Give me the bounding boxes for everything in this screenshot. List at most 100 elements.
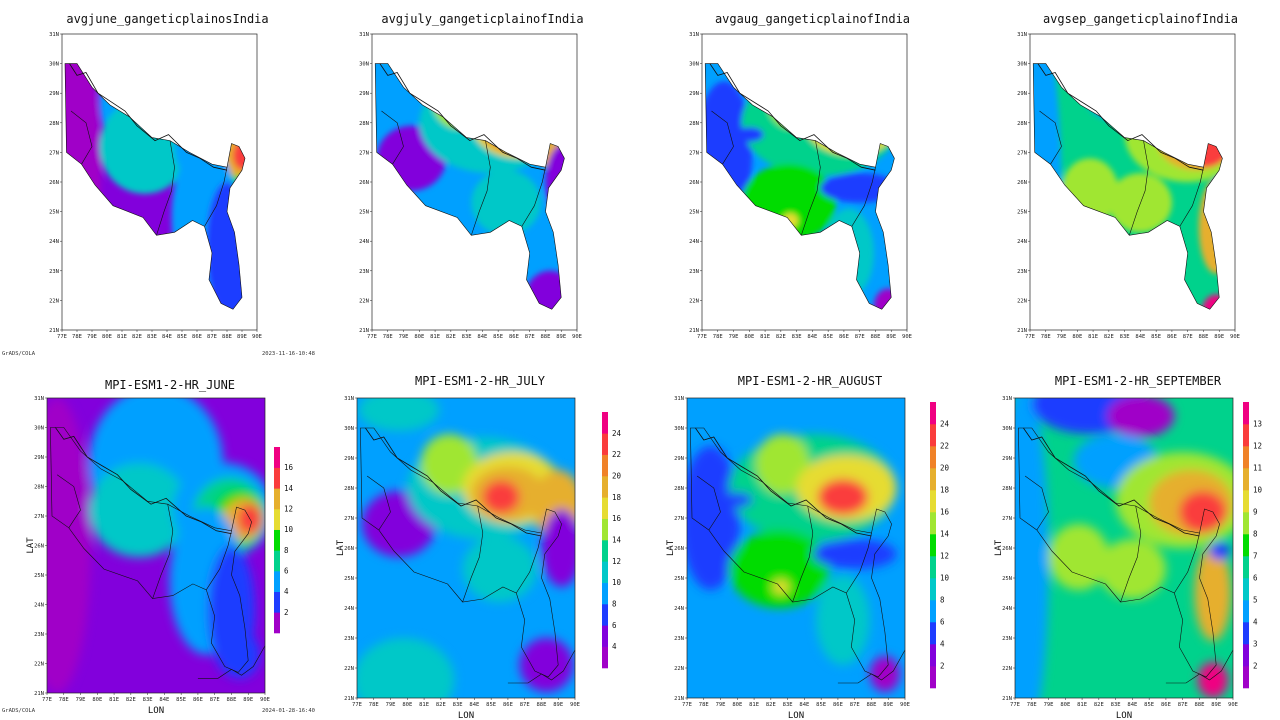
lat-tick-label: 29N [49,91,59,97]
colorbar-segment [930,578,936,601]
lon-tick-label: 83E [783,702,793,708]
lon-tick-label: 84E [807,334,817,340]
colorbar-sep: 2 3 4 5 6 7 8 9 10 11 12 13 [1243,402,1263,689]
colorbar-label: 12 [284,505,293,514]
colorbar-segment [1243,644,1249,667]
colorbar-label: 14 [940,530,950,539]
lon-tick-label: 79E [399,334,409,340]
lon-tick-label: 83E [1120,334,1130,340]
colorbar-segment [602,454,608,477]
y-axis-label: LAT [336,539,346,556]
lon-tick-label: 77E [697,334,707,340]
lon-tick-label: 85E [1144,702,1154,708]
map-plot: 77E 78E 79E 80E 81E 82E 83E 84E 85E 86E 87E 88E 89E 9… [359,32,582,340]
lat-tick-label: 25N [1002,576,1012,582]
lon-tick-label: 81E [760,334,770,340]
lat-tick-label: 24N [359,239,369,245]
lon-tick-label: 89E [886,334,896,340]
map-title: MPI-ESM1-2-HR_AUGUST [737,374,883,388]
colorbar-segment [274,509,280,530]
colorbar-segment [1243,534,1249,557]
lat-tick-label: 29N [359,91,369,97]
lat-tick-label: 31N [359,32,369,38]
lon-tick-label: 82E [766,702,776,708]
lat-tick-label: 26N [344,546,354,552]
colorbar-segment [930,446,936,469]
lon-tick-label: 83E [453,702,463,708]
colorbar-segment [930,556,936,579]
lon-tick-label: 84E [1127,702,1137,708]
lon-tick-label: 85E [1151,334,1161,340]
lon-tick-label: 88E [536,702,546,708]
lat-tick-label: 22N [1017,298,1027,304]
lat-tick-label: 25N [359,210,369,216]
lon-tick-label: 86E [503,702,513,708]
bottom-map-july: MPI-ESM1-2-HR_JULY 77E 78E 79E 80E 81E 82E 83E… [335,374,605,720]
colorbar-label: 16 [284,463,294,472]
lon-tick-label: 77E [57,334,67,340]
colorbar-segment [602,476,608,498]
colorbar-label: 12 [612,557,621,566]
colorbar-label: 6 [940,618,945,627]
lon-tick-label: 87E [1183,334,1193,340]
lon-tick-label: 78E [1041,334,1051,340]
colorbar-label: 2 [284,608,289,617]
map-title: avgjune_gangeticplainosIndia [66,12,269,26]
colorbar-label: 13 [1253,420,1262,429]
lon-tick-label: 87E [210,697,220,703]
lon-tick-label: 79E [87,334,97,340]
lat-tick-label: 27N [359,150,369,156]
lon-tick-label: 80E [744,334,754,340]
lat-tick-label: 24N [689,239,699,245]
lon-tick-label: 87E [520,702,530,708]
lon-tick-label: 86E [833,702,843,708]
lon-tick-label: 82E [436,702,446,708]
lon-tick-label: 81E [430,334,440,340]
lat-tick-label: 26N [689,180,699,186]
lat-tick-label: 27N [689,150,699,156]
colorbar-segment [930,424,936,447]
map-plot: 77E 78E 79E 80E 81E 82E 83E 84E 85E 86E 87E 88E 89E 9… [666,396,910,720]
map-title: avgaug_gangeticplainofIndia [714,12,911,26]
lat-tick-label: 24N [49,239,59,245]
lon-tick-label: 80E [1060,702,1070,708]
lat-tick-label: 26N [674,546,684,552]
lat-tick-label: 29N [674,456,684,462]
map-plot: 77E 78E 79E 80E 81E 82E 83E 84E 85E 86E 87E 88E 89E 9… [689,32,912,340]
colorbar-label: 20 [940,464,950,473]
colorbar-label: 16 [940,508,950,517]
top-map-june: avgjune_gangeticplainosIndia 77E 78E 79E 80… [40,10,275,345]
colorbar-segment [1243,556,1249,579]
lon-tick-label: 90E [1228,702,1238,708]
colorbar-label: 8 [1253,530,1258,539]
lat-tick-label: 26N [359,180,369,186]
colorbar-segment [930,600,936,623]
colorbar-segment [1243,490,1249,513]
colorbar-segment [930,468,936,491]
lon-tick-label: 83E [792,334,802,340]
colorbar-label: 10 [1253,486,1263,495]
colorbar-segment [602,646,608,669]
colorbar-segment [930,512,936,535]
colorbar-segment [602,561,608,583]
lon-tick-label: 81E [117,334,127,340]
lat-tick-label: 28N [344,486,354,492]
lon-tick-label: 84E [162,334,172,340]
lat-tick-label: 22N [49,298,59,304]
lon-tick-label: 85E [486,702,496,708]
x-axis-label: LON [1116,711,1132,720]
lat-tick-label: 23N [49,269,59,275]
lat-tick-label: 30N [674,426,684,432]
lat-tick-label: 28N [674,486,684,492]
lat-tick-label: 23N [674,636,684,642]
lon-tick-label: 90E [260,697,270,703]
lon-tick-label: 81E [1088,334,1098,340]
colorbar-label: 11 [1253,464,1262,473]
lon-tick-label: 90E [1230,334,1240,340]
bottom-map-june: MPI-ESM1-2-HR_JUNE 77E 78E 79E 80E 81E 82E 83E… [25,376,295,716]
colorbar-segment [602,540,608,562]
lon-tick-label: 89E [556,334,566,340]
lon-tick-label: 85E [823,334,833,340]
colorbar-label: 10 [612,578,622,587]
lat-tick-label: 25N [344,576,354,582]
